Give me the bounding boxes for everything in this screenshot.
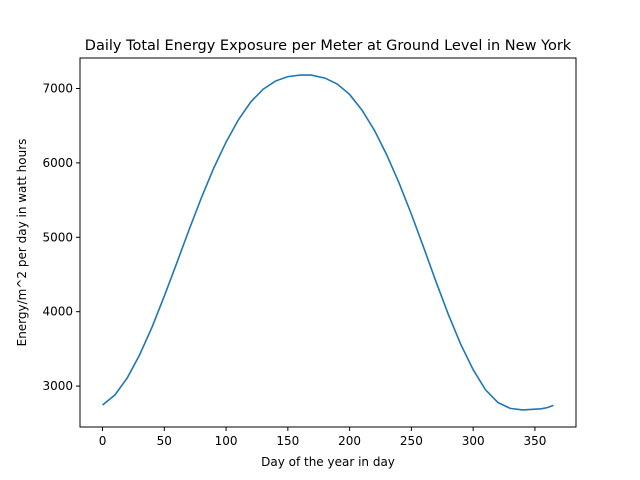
y-axis: 3000 4000 5000 6000 7000 bbox=[42, 82, 80, 393]
y-axis-label: Energy/m^2 per day in watt hours bbox=[15, 139, 29, 347]
chart-title: Daily Total Energy Exposure per Meter at… bbox=[85, 38, 572, 54]
y-tick-label: 4000 bbox=[42, 305, 73, 319]
x-tick-label: 50 bbox=[157, 434, 172, 448]
series-line bbox=[102, 74, 554, 411]
x-axis-label: Day of the year in day bbox=[261, 455, 395, 469]
plot-area bbox=[79, 57, 577, 428]
x-tick-label: 350 bbox=[523, 434, 546, 448]
x-tick-label: 300 bbox=[462, 434, 485, 448]
y-tick-label: 6000 bbox=[42, 156, 73, 170]
x-tick-label: 200 bbox=[338, 434, 361, 448]
x-tick-label: 100 bbox=[215, 434, 238, 448]
y-tick-label: 5000 bbox=[42, 230, 73, 244]
y-tick-label: 3000 bbox=[42, 379, 73, 393]
x-tick-label: 0 bbox=[99, 434, 107, 448]
x-tick-label: 150 bbox=[276, 434, 299, 448]
x-tick-label: 250 bbox=[400, 434, 423, 448]
y-tick-label: 7000 bbox=[42, 82, 73, 96]
x-axis: 0 50 100 150 200 250 300 350 bbox=[99, 427, 546, 448]
